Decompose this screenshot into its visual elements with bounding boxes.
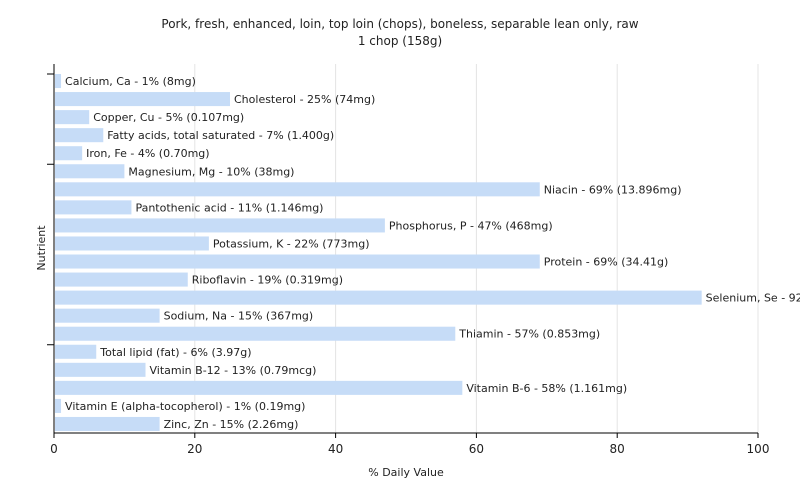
bar-label: Thiamin - 57% (0.853mg) [458, 328, 600, 341]
bar-label: Total lipid (fat) - 6% (3.97g) [99, 346, 251, 359]
bar-label: Protein - 69% (34.41g) [544, 256, 669, 269]
axes [47, 64, 759, 438]
bar [55, 146, 83, 161]
bar [55, 218, 385, 233]
bar-label: Vitamin B-12 - 13% (0.79mcg) [150, 364, 317, 377]
bar-label: Phosphorus, P - 47% (468mg) [389, 219, 553, 232]
bar-label: Zinc, Zn - 15% (2.26mg) [164, 418, 299, 431]
x-tick-label: 20 [187, 442, 202, 456]
bar [55, 164, 125, 179]
bar [55, 398, 62, 413]
bar [55, 416, 160, 431]
chart-subtitle: 1 chop (158g) [358, 34, 442, 48]
grid-lines [194, 64, 759, 433]
bar [55, 200, 132, 215]
bar [55, 236, 209, 251]
bar [55, 326, 456, 341]
bar [55, 128, 104, 143]
bar-label: Fatty acids, total saturated - 7% (1.400… [107, 129, 334, 142]
bar-label: Magnesium, Mg - 10% (38mg) [128, 165, 294, 178]
bar-label: Copper, Cu - 5% (0.107mg) [93, 111, 244, 124]
x-tick-label: 0 [50, 442, 58, 456]
bar [55, 290, 702, 305]
x-tick-label: 80 [610, 442, 625, 456]
bar-label: Riboflavin - 19% (0.319mg) [192, 274, 343, 287]
x-tick-label: 60 [469, 442, 484, 456]
bar-label: Vitamin E (alpha-tocopherol) - 1% (0.19m… [65, 400, 305, 413]
x-axis-label: % Daily Value [368, 466, 444, 479]
bar [55, 380, 463, 395]
bar [55, 74, 62, 89]
bar-label: Iron, Fe - 4% (0.70mg) [86, 147, 209, 160]
bar-label: Vitamin B-6 - 58% (1.161mg) [466, 382, 627, 395]
bar [55, 362, 146, 377]
bar-label: Calcium, Ca - 1% (8mg) [65, 75, 196, 88]
bar-label: Potassium, K - 22% (773mg) [213, 237, 370, 250]
bar [55, 272, 188, 287]
bar [55, 92, 230, 107]
bar-label: Cholesterol - 25% (74mg) [234, 93, 375, 106]
bar-labels: Calcium, Ca - 1% (8mg) Cholesterol - 25% … [65, 75, 800, 431]
bar [55, 308, 160, 323]
bar [55, 254, 540, 269]
y-axis-label: Nutrient [35, 225, 48, 271]
bar-label: Sodium, Na - 15% (367mg) [164, 310, 314, 323]
bar [55, 344, 97, 359]
bar-label: Niacin - 69% (13.896mg) [544, 183, 682, 196]
bars [55, 74, 702, 431]
bar-label: Selenium, Se - 92% (64.1mcg) [706, 292, 800, 305]
bar [55, 110, 90, 125]
x-tick-labels: 0 20 40 60 80 100 [50, 442, 769, 456]
bar-label: Pantothenic acid - 11% (1.146mg) [135, 201, 323, 214]
bar [55, 182, 540, 197]
x-tick-label: 40 [328, 442, 343, 456]
x-tick-label: 100 [747, 442, 770, 456]
chart-title: Pork, fresh, enhanced, loin, top loin (c… [161, 17, 638, 31]
